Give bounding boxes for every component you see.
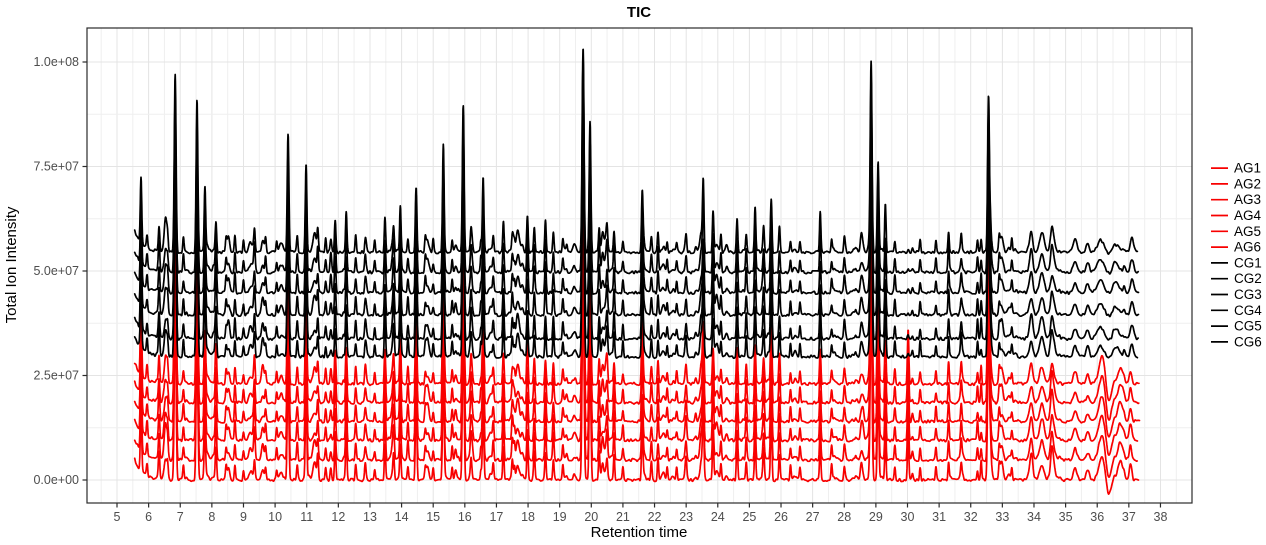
- panel-border: [86, 27, 1193, 504]
- x-tick-label: 5: [114, 510, 121, 524]
- x-tick-label: 33: [995, 510, 1009, 524]
- trace-CG6: [133, 48, 1139, 255]
- x-tick-label: 29: [869, 510, 883, 524]
- x-tick-label: 10: [268, 510, 282, 524]
- y-tick-label: 5.0e+07: [33, 264, 79, 278]
- legend-label-AG5: AG5: [1234, 224, 1261, 239]
- x-tick-label: 19: [553, 510, 567, 524]
- chart-title: TIC: [627, 4, 651, 21]
- x-tick-label: 16: [458, 510, 472, 524]
- x-tick-label: 27: [806, 510, 820, 524]
- x-tick-label: 6: [145, 510, 152, 524]
- x-tick-label: 15: [426, 510, 440, 524]
- trace-AG4: [133, 210, 1141, 438]
- trace-CG2: [133, 136, 1140, 342]
- legend-item-AG4: AG4: [1211, 208, 1262, 223]
- x-tick-label: 18: [521, 510, 535, 524]
- legend-label-CG1: CG1: [1234, 255, 1262, 270]
- plot-panel: [87, 28, 1192, 503]
- x-tick-label: 23: [679, 510, 693, 524]
- x-axis-title: Retention time: [591, 524, 688, 541]
- legend-label-AG2: AG2: [1234, 176, 1261, 191]
- x-tick-label: 24: [711, 510, 725, 524]
- legend-item-CG3: CG3: [1211, 287, 1262, 302]
- trace-CG1: [133, 147, 1139, 359]
- legend-item-CG1: CG1: [1211, 255, 1262, 270]
- trace-CG3: [133, 110, 1140, 318]
- legend-label-CG6: CG6: [1234, 334, 1262, 349]
- chromatogram-traces: [133, 48, 1141, 495]
- legend-label-CG4: CG4: [1234, 303, 1262, 318]
- legend-item-CG6: CG6: [1211, 334, 1262, 349]
- x-tick-label: 35: [1059, 510, 1073, 524]
- legend-item-AG3: AG3: [1211, 192, 1261, 207]
- trace-AG3: [133, 230, 1139, 456]
- trace-AG5: [133, 200, 1140, 421]
- trace-AG6: [133, 185, 1140, 402]
- legend-item-AG6: AG6: [1211, 240, 1261, 255]
- x-tick-label: 17: [489, 510, 503, 524]
- legend-item-AG1: AG1: [1211, 161, 1261, 176]
- legend-item-AG5: AG5: [1211, 224, 1261, 239]
- x-tick-label: 13: [363, 510, 377, 524]
- x-tick-label: 25: [742, 510, 756, 524]
- legend-label-CG2: CG2: [1234, 271, 1262, 286]
- x-tick-label: 20: [584, 510, 598, 524]
- y-axis-title: Total Ion Intensity: [3, 206, 20, 323]
- x-tick-label: 28: [837, 510, 851, 524]
- x-tick-label: 8: [208, 510, 215, 524]
- trace-CG5: [133, 61, 1140, 275]
- trace-AG1: [133, 274, 1140, 495]
- legend-label-AG1: AG1: [1234, 161, 1261, 176]
- legend-label-AG6: AG6: [1234, 240, 1261, 255]
- legend-item-CG4: CG4: [1211, 303, 1262, 318]
- legend-label-CG5: CG5: [1234, 319, 1262, 334]
- x-tick-label: 7: [177, 510, 184, 524]
- legend-label-AG4: AG4: [1234, 208, 1262, 223]
- x-tick-label: 22: [648, 510, 662, 524]
- y-tick-label: 7.5e+07: [33, 160, 79, 174]
- legend-item-CG2: CG2: [1211, 271, 1262, 286]
- x-tick-label: 30: [901, 510, 915, 524]
- x-tick-label: 21: [616, 510, 630, 524]
- x-tick-label: 38: [1154, 510, 1168, 524]
- legend-label-CG3: CG3: [1234, 287, 1262, 302]
- x-tick-label: 14: [395, 510, 409, 524]
- y-tick-label: 0.0e+00: [33, 473, 79, 487]
- x-tick-label: 12: [331, 510, 345, 524]
- x-tick-label: 36: [1090, 510, 1104, 524]
- y-tick-label: 1.0e+08: [33, 55, 79, 69]
- axes: 5 6 7 8 9 10 11 12 13 14 15 16 17 18 19 20 21 22 23 24 25 26 2…: [33, 55, 1167, 524]
- legend-item-CG5: CG5: [1211, 319, 1262, 334]
- x-tick-label: 31: [932, 510, 946, 524]
- x-tick-label: 11: [300, 510, 313, 524]
- trace-CG4: [133, 95, 1140, 296]
- trace-AG2: [133, 255, 1139, 478]
- x-tick-label: 37: [1122, 510, 1136, 524]
- panel-border-rect: [86, 27, 1193, 504]
- legend-item-AG2: AG2: [1211, 176, 1261, 191]
- x-tick-label: 34: [1027, 510, 1041, 524]
- x-tick-label: 9: [240, 510, 247, 524]
- legend-label-AG3: AG3: [1234, 192, 1261, 207]
- x-tick-label: 26: [774, 510, 788, 524]
- x-tick-label: 32: [964, 510, 978, 524]
- y-tick-label: 2.5e+07: [33, 369, 79, 383]
